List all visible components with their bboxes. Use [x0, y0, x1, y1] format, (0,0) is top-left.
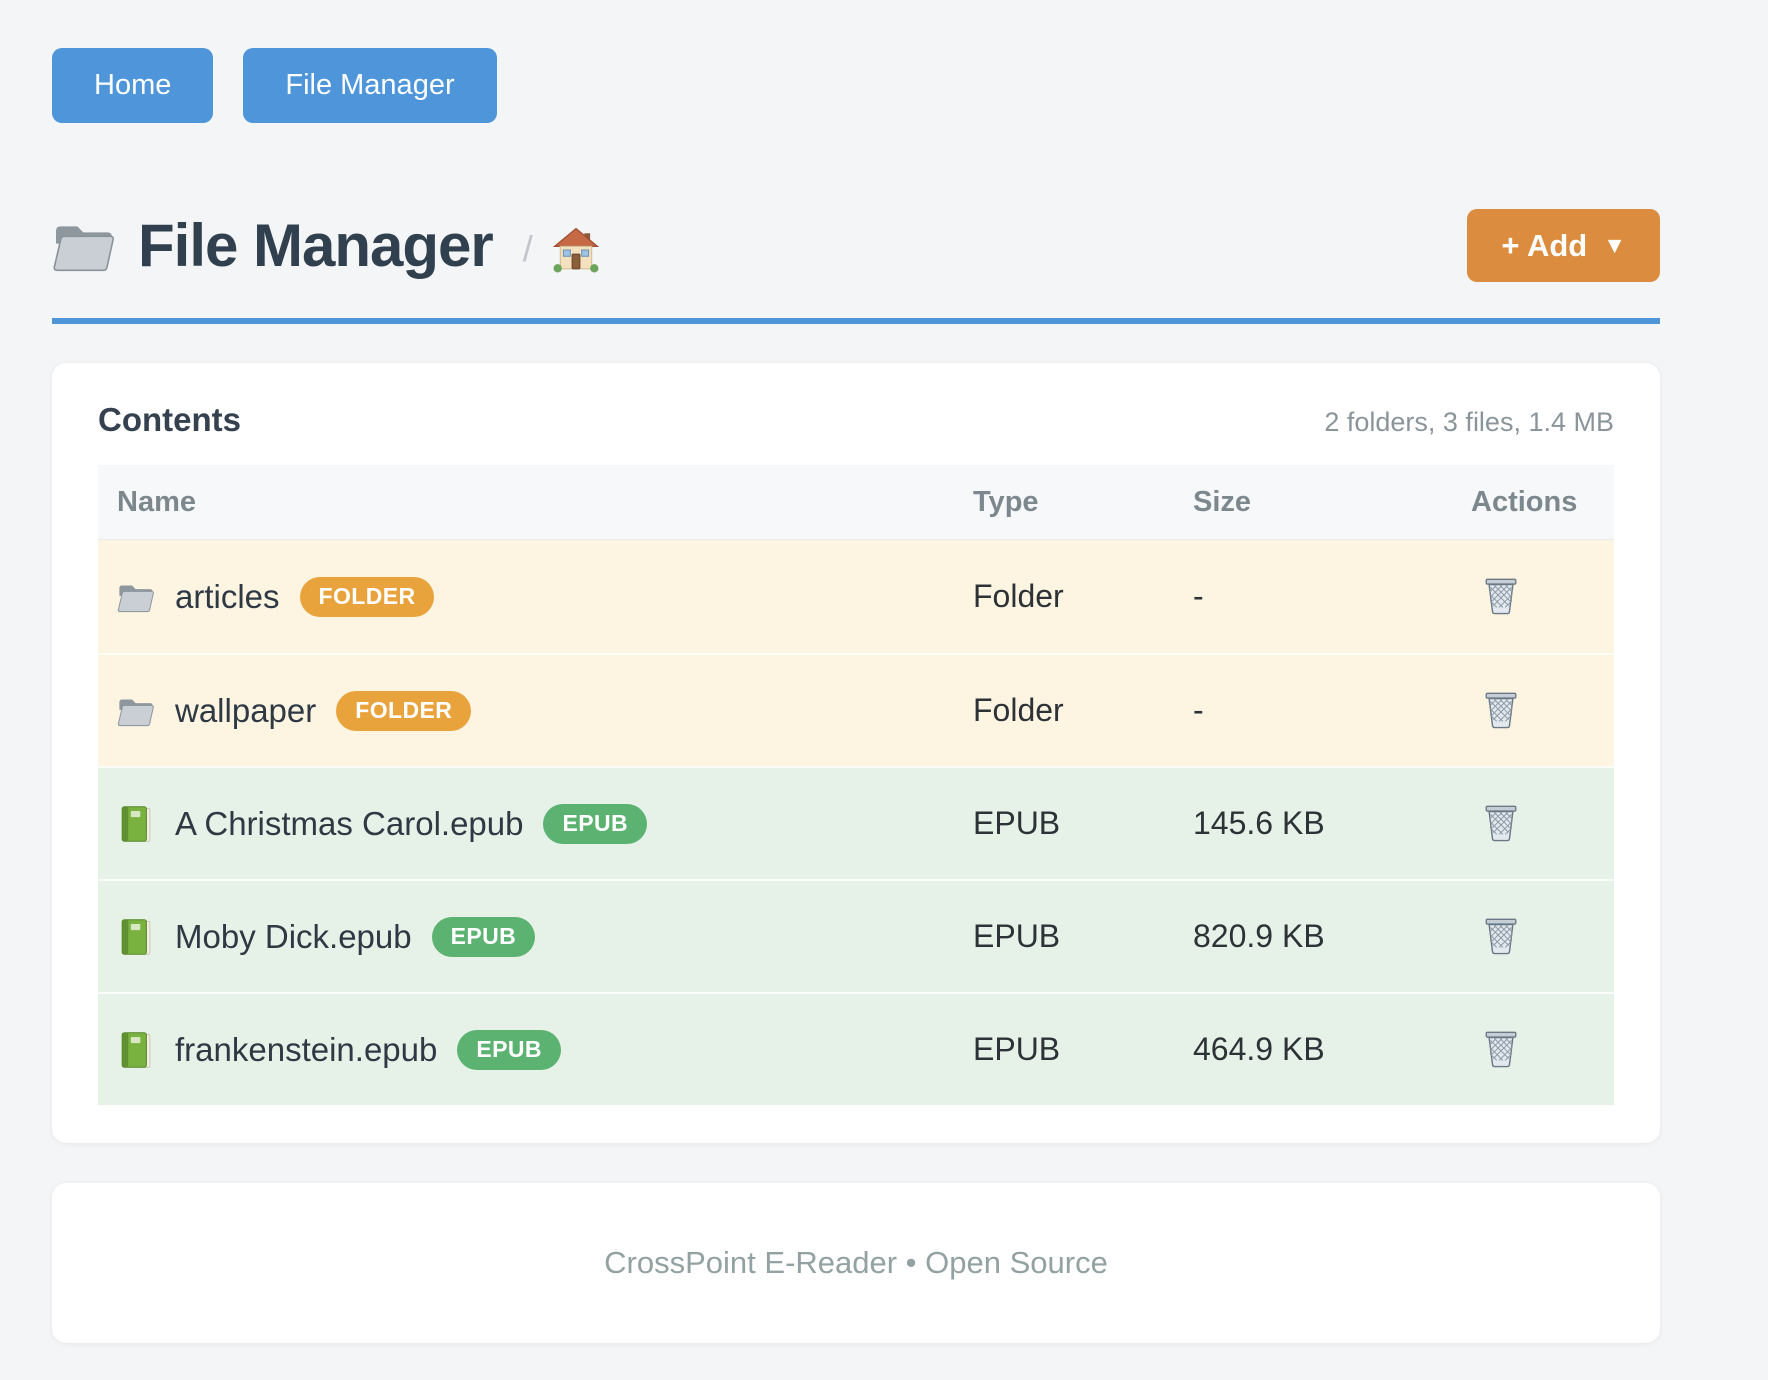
page-title: File Manager — [138, 212, 494, 279]
file-size: 464.9 KB — [1193, 1031, 1325, 1067]
column-header-size: Size — [1193, 485, 1252, 518]
table-row: Moby Dick.epub EPUB EPUB 820.9 KB — [98, 879, 1614, 992]
type-badge: EPUB — [431, 916, 536, 957]
file-name[interactable]: articles — [175, 577, 280, 615]
column-header-name: Name — [117, 485, 196, 518]
add-button[interactable]: + Add ▼ — [1467, 209, 1660, 282]
type-badge: FOLDER — [299, 576, 435, 617]
file-size: 820.9 KB — [1193, 918, 1325, 954]
type-badge: EPUB — [457, 1029, 561, 1070]
trash-icon — [1483, 578, 1519, 618]
contents-summary: 2 folders, 3 files, 1.4 MB — [1324, 407, 1614, 437]
footer: CrossPoint E-Reader • Open Source — [52, 1183, 1660, 1343]
file-type: EPUB — [973, 918, 1061, 954]
delete-button[interactable] — [1481, 687, 1521, 731]
file-size: 145.6 KB — [1193, 805, 1325, 841]
page-header: File Manager / + Add ▼ — [52, 209, 1660, 282]
type-badge: EPUB — [543, 803, 647, 844]
house-icon[interactable] — [552, 227, 599, 273]
file-type: EPUB — [973, 805, 1061, 841]
contents-heading: Contents — [98, 401, 241, 438]
trash-icon — [1483, 918, 1519, 958]
page: Home File Manager File Manager / + Add ▼… — [52, 0, 1660, 1343]
folder-icon — [117, 692, 155, 730]
nav-button-file-manager[interactable]: File Manager — [243, 48, 497, 123]
file-size: - — [1193, 578, 1204, 614]
table-row: A Christmas Carol.epub EPUB EPUB 145.6 K… — [98, 766, 1614, 879]
file-table: Name Type Size Actions articles FOLDER F… — [98, 465, 1614, 1105]
top-nav: Home File Manager — [52, 48, 1660, 123]
breadcrumb-separator: / — [522, 227, 533, 269]
type-badge: FOLDER — [336, 690, 472, 731]
table-header-row: Name Type Size Actions — [98, 465, 1614, 540]
book-icon — [117, 918, 155, 956]
book-icon — [117, 1031, 155, 1069]
file-name[interactable]: A Christmas Carol.epub — [175, 804, 524, 842]
file-type: Folder — [973, 578, 1064, 614]
trash-icon — [1483, 692, 1519, 732]
footer-text: CrossPoint E-Reader • Open Source — [604, 1245, 1108, 1280]
delete-button[interactable] — [1481, 800, 1521, 844]
table-row: frankenstein.epub EPUB EPUB 464.9 KB — [98, 992, 1614, 1105]
file-type: EPUB — [973, 1031, 1061, 1067]
column-header-type: Type — [973, 485, 1039, 518]
chevron-down-icon: ▼ — [1603, 232, 1626, 258]
file-type: Folder — [973, 692, 1064, 728]
file-table-body: articles FOLDER Folder - wallpaper FOLDE… — [98, 540, 1614, 1105]
file-name[interactable]: frankenstein.epub — [175, 1030, 438, 1068]
file-size: - — [1193, 692, 1204, 728]
file-name[interactable]: wallpaper — [175, 691, 317, 729]
trash-icon — [1483, 805, 1519, 845]
add-button-label: + Add — [1501, 228, 1588, 263]
table-row: articles FOLDER Folder - — [98, 540, 1614, 653]
column-header-actions: Actions — [1471, 485, 1578, 518]
trash-icon — [1483, 1031, 1519, 1071]
file-name[interactable]: Moby Dick.epub — [175, 917, 412, 955]
delete-button[interactable] — [1481, 913, 1521, 957]
delete-button[interactable] — [1481, 573, 1521, 617]
folder-icon — [52, 219, 116, 273]
delete-button[interactable] — [1481, 1026, 1521, 1070]
contents-card: Contents 2 folders, 3 files, 1.4 MB Name… — [52, 363, 1660, 1143]
nav-button-home[interactable]: Home — [52, 48, 214, 123]
table-row: wallpaper FOLDER Folder - — [98, 653, 1614, 766]
title-divider — [52, 318, 1660, 324]
folder-icon — [117, 578, 155, 616]
book-icon — [117, 805, 155, 843]
